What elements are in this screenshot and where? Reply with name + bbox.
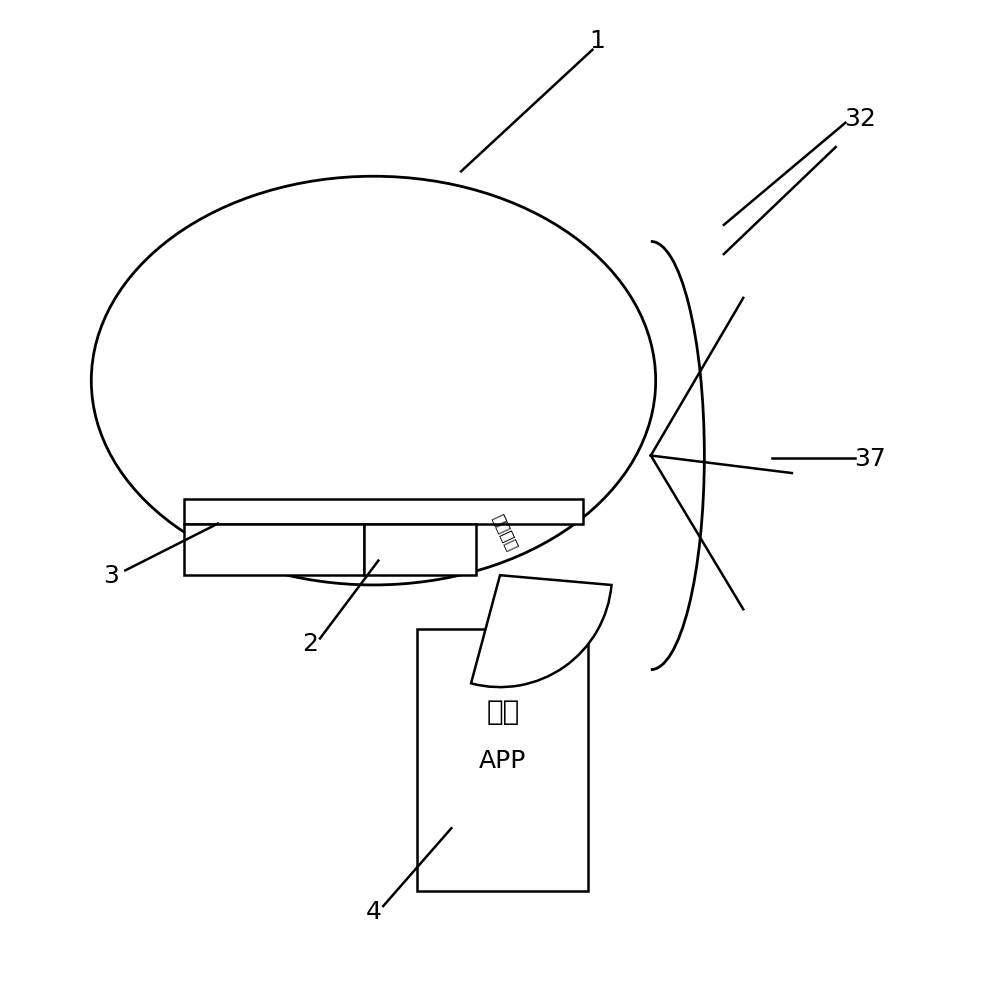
Bar [364,525,476,576]
Wedge shape [471,576,611,687]
Bar [184,525,364,576]
Text: APP: APP [479,748,527,772]
Ellipse shape [91,177,656,586]
Text: 2: 2 [302,632,318,656]
Text: 3: 3 [103,564,119,588]
Text: 手机: 手机 [486,698,520,726]
Text: 32: 32 [844,106,876,131]
Text: 4: 4 [365,899,381,923]
Bar [417,629,588,891]
Text: 蓝牙连接: 蓝牙连接 [490,512,520,552]
Text: 37: 37 [854,447,886,471]
Text: 1: 1 [589,29,605,53]
Bar [184,500,583,525]
